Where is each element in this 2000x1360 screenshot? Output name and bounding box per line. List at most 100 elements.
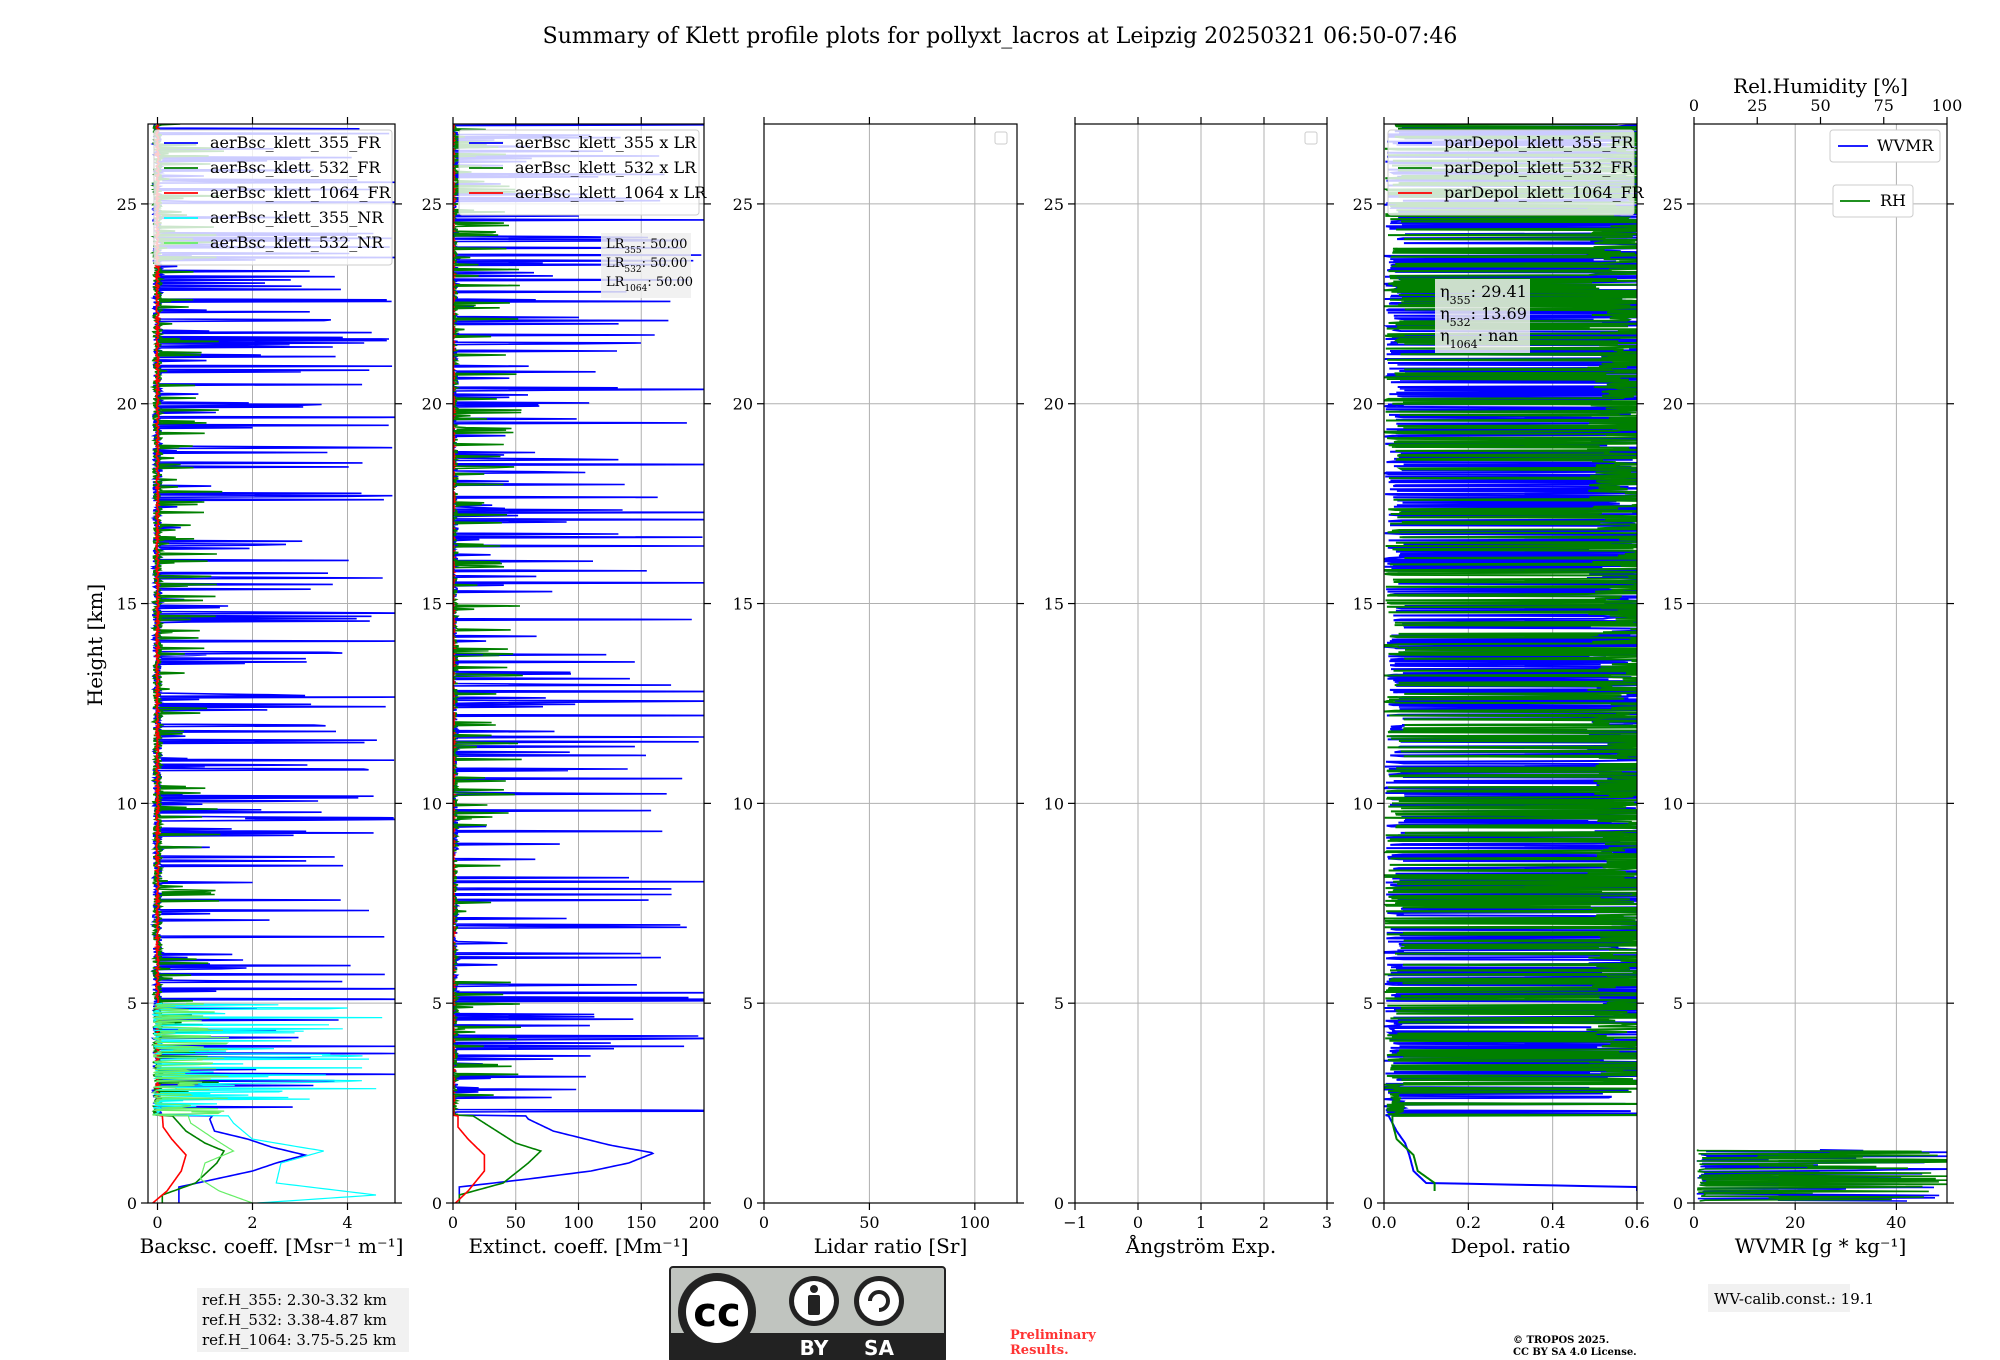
data-layer (1696, 1149, 1947, 1202)
x-axis-label: Ångström Exp. (1125, 1233, 1276, 1258)
ref-height-box: ref.H_355: 2.30-3.32 km ref.H_532: 3.38-4… (197, 1288, 409, 1352)
x-tick-label: 1 (1196, 1213, 1206, 1232)
panel-lr: 0 5 10 15 20 25 0 50 100 Lidar ratio [Sr] (733, 117, 1024, 1258)
axes-frame (1693, 123, 1948, 1204)
ref-height-text: ref.H_355: 2.30-3.32 km (202, 1291, 387, 1309)
x-tick-label: 50 (506, 1213, 526, 1232)
series-line-aerBsc-klett-355-NR (151, 1002, 383, 1203)
copyright-text: © TROPOS 2025. (1513, 1335, 1609, 1346)
y-tick-label: 5 (1054, 994, 1064, 1013)
y-tick-label: 5 (432, 994, 442, 1013)
lr-box (601, 233, 691, 298)
legend-label: RH (1880, 191, 1906, 210)
x-tick-label: 3 (1322, 1213, 1332, 1232)
y-tick-label: 15 (422, 595, 442, 614)
panel-bsc: 0 5 10 15 20 25 0 2 4 Backsc. coeff. [Msr⁻¹ m⁻¹] a… (117, 117, 404, 1258)
empty-legend-box (1304, 131, 1318, 145)
x-tick-label: 0.4 (1540, 1213, 1565, 1232)
legend-label: parDepol_klett_532_FR (1444, 158, 1635, 177)
y-tick-label: 10 (1353, 794, 1373, 813)
legend-label: aerBsc_klett_532 x LR (515, 158, 697, 177)
legend-label: aerBsc_klett_355_FR (210, 133, 381, 152)
y-tick-label: 15 (117, 595, 137, 614)
legend-box (153, 129, 393, 266)
legend-box (458, 129, 700, 216)
x-tick-label: 4 (342, 1213, 352, 1232)
sa-text: SA (864, 1336, 894, 1360)
y-tick-label: 10 (422, 794, 442, 813)
legend-label: aerBsc_klett_355_NR (210, 208, 384, 227)
top-x-axis-label: Rel.Humidity [%] (1733, 74, 1908, 98)
legend-box (1387, 129, 1635, 216)
ref-height-text: ref.H_532: 3.38-4.87 km (202, 1311, 387, 1329)
cc-license-badge: cc BY SA (669, 1266, 946, 1360)
empty-legend-box (994, 131, 1008, 145)
legend-label: WVMR (1877, 136, 1934, 155)
y-tick-label: 0 (1054, 1194, 1064, 1213)
legend: aerBsc_klett_355 x LR aerBsc_klett_532 x … (458, 129, 707, 216)
panel-depol: 0 5 10 15 20 25 0.0 0.2 0.4 0.6 Depol. ratio parDep… (1353, 117, 1650, 1258)
legend: aerBsc_klett_355_FR aerBsc_klett_532_FRae… (153, 129, 393, 266)
x-tick-label: 0 (1133, 1213, 1143, 1232)
sa-arrow-icon (868, 1290, 890, 1312)
y-tick-label: 20 (1663, 395, 1683, 414)
y-tick-label: 20 (1353, 395, 1373, 414)
legend-label: aerBsc_klett_532_NR (210, 233, 384, 252)
top-x-tick-label: 25 (1747, 96, 1767, 115)
x-axis-label: Lidar ratio [Sr] (814, 1234, 968, 1258)
top-x-tick-label: 50 (1810, 96, 1830, 115)
panel-wv: 0 5 10 15 20 25 0 20 40 0 25 50 75 100 Rel.Humidity [%… (1663, 74, 1963, 1258)
by-person-head (810, 1285, 818, 1293)
y-tick-label: 10 (733, 794, 753, 813)
ref-height-text: ref.H_1064: 3.75-5.25 km (202, 1331, 396, 1349)
legend-label: parDepol_klett_1064_FR (1444, 183, 1645, 202)
x-tick-label: 20 (1785, 1213, 1805, 1232)
sa-inner (859, 1281, 899, 1321)
y-tick-label: 0 (743, 1194, 753, 1213)
x-axis-label: Backsc. coeff. [Msr⁻¹ m⁻¹] (140, 1234, 404, 1258)
x-tick-label: 100 (960, 1213, 991, 1232)
x-tick-label: 0 (152, 1213, 162, 1232)
y-tick-label: 10 (1044, 794, 1064, 813)
y-tick-label: 25 (1044, 195, 1064, 214)
x-tick-label: 200 (689, 1213, 720, 1232)
x-tick-label: 40 (1886, 1213, 1906, 1232)
y-tick-label: 20 (1044, 395, 1064, 414)
eta-text: η1064: nan (1440, 326, 1518, 351)
y-tick-label: 15 (1044, 595, 1064, 614)
y-tick-label: 20 (733, 395, 753, 414)
legend-label: aerBsc_klett_532_FR (210, 158, 381, 177)
cc-inner-circle-icon (686, 1281, 748, 1343)
y-tick-label: 15 (733, 595, 753, 614)
x-tick-label: 150 (626, 1213, 657, 1232)
x-tick-label: 2 (1259, 1213, 1269, 1232)
by-person-body (808, 1295, 820, 1315)
y-tick-label: 0 (1363, 1194, 1373, 1213)
x-tick-label: 2 (247, 1213, 257, 1232)
series-line-RH (1696, 1149, 1947, 1202)
y-tick-label: 20 (422, 395, 442, 414)
copyright-text: CC BY SA 4.0 License. (1513, 1347, 1637, 1358)
x-tick-label: 0.0 (1371, 1213, 1396, 1232)
wv-calib-text: WV-calib.const.: 19.1 (1714, 1290, 1874, 1308)
y-tick-label: 0 (127, 1194, 137, 1213)
legend-wvmr: WVMR (1829, 129, 1941, 163)
series-line-aerBsc-klett-1064-FR (152, 124, 187, 1203)
top-x-tick-label: 0 (1689, 96, 1699, 115)
legend-label: aerBsc_klett_355 x LR (515, 133, 697, 152)
y-axis-label: Height [km] (83, 584, 107, 706)
x-axis-label: WVMR [g * kg⁻¹] (1735, 1234, 1907, 1258)
legend: parDepol_klett_355_FR parDepol_klett_532_… (1387, 129, 1645, 216)
x-tick-label: 0 (448, 1213, 458, 1232)
eta-text: η355: 29.41 (1440, 282, 1527, 307)
x-tick-label: 0 (1689, 1213, 1699, 1232)
lr-text: LR355: 50.00 (606, 237, 687, 256)
axes-frame (147, 123, 396, 1204)
legend-label: aerBsc_klett_1064 x LR (515, 183, 707, 202)
y-tick-label: 5 (127, 994, 137, 1013)
x-tick-label: 0 (759, 1213, 769, 1232)
